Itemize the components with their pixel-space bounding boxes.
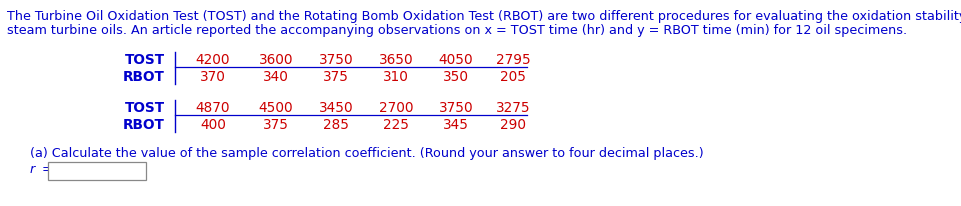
Text: 3750: 3750 — [438, 101, 474, 115]
Text: 345: 345 — [443, 118, 469, 132]
Text: The Turbine Oil Oxidation Test (TOST) and the Rotating Bomb Oxidation Test (RBOT: The Turbine Oil Oxidation Test (TOST) an… — [7, 10, 961, 23]
Text: 350: 350 — [443, 70, 469, 84]
Text: 370: 370 — [200, 70, 226, 84]
Text: =: = — [38, 163, 53, 176]
Text: 2700: 2700 — [379, 101, 413, 115]
Text: 3275: 3275 — [496, 101, 530, 115]
Text: 4050: 4050 — [438, 53, 474, 67]
Text: TOST: TOST — [125, 101, 165, 115]
Text: 3450: 3450 — [319, 101, 354, 115]
Text: 4870: 4870 — [196, 101, 231, 115]
Text: 310: 310 — [383, 70, 409, 84]
Text: 3750: 3750 — [319, 53, 354, 67]
Text: 225: 225 — [383, 118, 409, 132]
Text: r: r — [30, 163, 36, 176]
FancyBboxPatch shape — [48, 162, 146, 180]
Text: 375: 375 — [263, 118, 289, 132]
Text: RBOT: RBOT — [123, 118, 165, 132]
Text: 2795: 2795 — [496, 53, 530, 67]
Text: 205: 205 — [500, 70, 526, 84]
Text: 400: 400 — [200, 118, 226, 132]
Text: 340: 340 — [263, 70, 289, 84]
Text: 290: 290 — [500, 118, 526, 132]
Text: 285: 285 — [323, 118, 349, 132]
Text: 4500: 4500 — [259, 101, 293, 115]
Text: 4200: 4200 — [196, 53, 231, 67]
Text: 3600: 3600 — [259, 53, 293, 67]
Text: 3650: 3650 — [379, 53, 413, 67]
Text: RBOT: RBOT — [123, 70, 165, 84]
Text: (a) Calculate the value of the sample correlation coefficient. (Round your answe: (a) Calculate the value of the sample co… — [30, 147, 703, 160]
Text: TOST: TOST — [125, 53, 165, 67]
Text: 375: 375 — [323, 70, 349, 84]
Text: steam turbine oils. An article reported the accompanying observations on x = TOS: steam turbine oils. An article reported … — [7, 24, 907, 37]
